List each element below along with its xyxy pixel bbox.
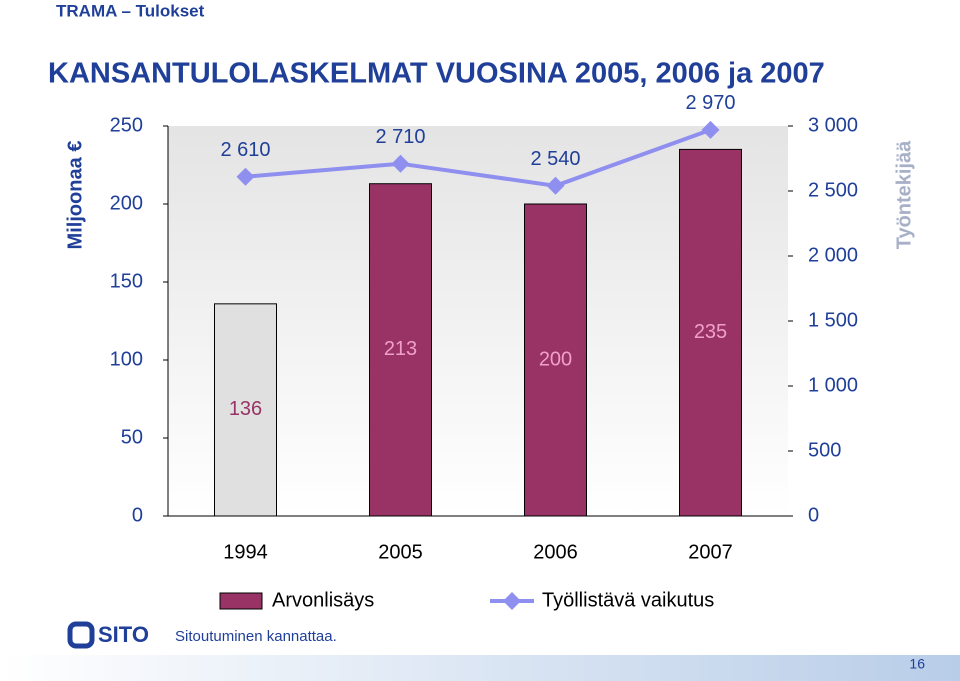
line-marker (236, 167, 255, 186)
slogan: Sitoutuminen kannattaa. (175, 628, 337, 645)
legend-marker (503, 592, 521, 610)
bar-value-label: 235 (694, 321, 727, 343)
header-title: TRAMA – Tulokset (56, 1, 205, 20)
x-tick-label: 2007 (688, 541, 733, 563)
logo-mark (67, 621, 95, 649)
x-tick-label: 1994 (223, 541, 268, 563)
bar-value-label: 136 (229, 398, 262, 420)
line-marker (701, 120, 720, 139)
chart: 0 50 100 150 200 250 0 500 1 000 1 500 2 000 2 500 3… (110, 92, 858, 611)
bar (369, 183, 432, 517)
logo-text: SITO (98, 622, 149, 647)
x-tick-label: 2005 (378, 541, 423, 563)
line (245, 128, 712, 188)
y2-axis-label: Työntekijää (893, 140, 915, 249)
y-tick-label: 150 (110, 270, 143, 292)
y2-tick-label: 2 000 (808, 244, 858, 266)
line-value-label: 2 540 (530, 148, 580, 170)
legend-label: Työllistävä vaikutus (542, 589, 714, 611)
y-tick-label: 50 (121, 426, 143, 448)
y2-tick-label: 1 000 (808, 374, 858, 396)
bar-value-label: 213 (384, 338, 417, 360)
y2-tick-label: 1 500 (808, 309, 858, 331)
line-value-label: 2 610 (220, 139, 270, 161)
line-marker (546, 176, 565, 195)
x-tick-label: 2006 (533, 541, 578, 563)
footer-strip (0, 655, 960, 681)
legend-swatch (219, 592, 263, 610)
chart-title: KANSANTULOLASKELMAT VUOSINA 2005, 2006 j… (48, 58, 825, 90)
y-axis-label: Miljoonaa € (64, 141, 86, 250)
page-number: 16 (909, 656, 925, 672)
y2-tick-label: 500 (808, 439, 841, 461)
bar-value-label: 200 (539, 348, 572, 370)
y2-tick-label: 0 (808, 504, 819, 526)
line-marker (391, 154, 410, 173)
legend-label: Arvonlisäys (272, 589, 374, 611)
y2-tick-label: 2 500 (808, 179, 858, 201)
bar (214, 303, 277, 517)
y-tick-label: 0 (132, 504, 143, 526)
y-tick-label: 100 (110, 348, 143, 370)
bar (524, 203, 587, 517)
bar (679, 148, 742, 517)
y-tick-label: 250 (110, 114, 143, 136)
y-tick-label: 200 (110, 192, 143, 214)
line-value-label: 2 970 (685, 92, 735, 114)
y2-tick-label: 3 000 (808, 114, 858, 136)
line-value-label: 2 710 (375, 126, 425, 148)
